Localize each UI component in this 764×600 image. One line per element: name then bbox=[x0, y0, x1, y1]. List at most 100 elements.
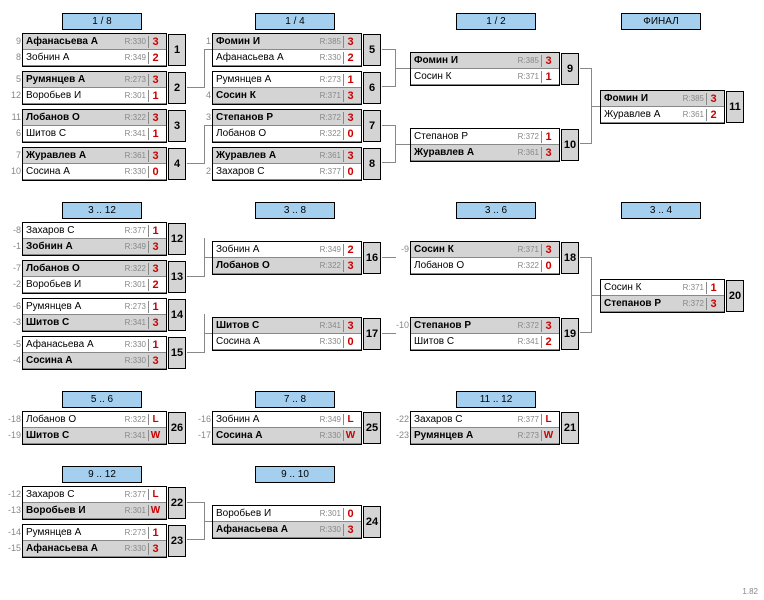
match-row: Сосина АR:3300 bbox=[23, 164, 166, 180]
match-row: Степанов РR:3723 bbox=[601, 296, 724, 312]
match-row: Афанасьева АR:3303 bbox=[23, 34, 166, 50]
bracket-connector bbox=[396, 144, 410, 145]
rating: R:361 bbox=[669, 110, 706, 119]
rating: R:330 bbox=[111, 544, 148, 553]
match: -16Зобнин АR:349L-17Сосина АR:330W25 bbox=[212, 411, 362, 445]
score: 3 bbox=[148, 112, 162, 124]
match-row: Журавлев АR:3613 bbox=[411, 145, 559, 161]
player-name: Воробьев И bbox=[23, 505, 111, 516]
rating: R:330 bbox=[111, 167, 148, 176]
player-name: Румянцев А bbox=[23, 74, 111, 85]
player-name: Лобанов О bbox=[213, 260, 306, 271]
score: L bbox=[343, 414, 357, 425]
match: -22Захаров СR:377L-23Румянцев АR:273W21 bbox=[410, 411, 560, 445]
rating: R:273 bbox=[111, 302, 148, 311]
rating: R:330 bbox=[111, 356, 148, 365]
score: 3 bbox=[343, 524, 357, 536]
seed: 2 bbox=[197, 166, 211, 176]
match-row: Лобанов ОR:3220 bbox=[411, 258, 559, 274]
match-row: Лобанов ОR:3223 bbox=[23, 261, 166, 277]
score: 0 bbox=[343, 336, 357, 348]
score: 3 bbox=[706, 298, 720, 310]
rating: R:322 bbox=[504, 261, 541, 270]
player-name: Лобанов О bbox=[411, 260, 504, 271]
bracket-connector bbox=[592, 295, 600, 296]
rating: R:385 bbox=[504, 56, 541, 65]
seed: 9 bbox=[7, 36, 21, 46]
match-row: Журавлев АR:3613 bbox=[23, 148, 166, 164]
score: W bbox=[343, 430, 357, 441]
player-name: Шитов С bbox=[411, 336, 504, 347]
match-number: 12 bbox=[168, 223, 186, 255]
score: 1 bbox=[541, 131, 555, 143]
player-name: Сосина А bbox=[23, 166, 111, 177]
match: Сосин КR:3711Степанов РR:372320 bbox=[600, 279, 725, 313]
match-row: Румянцев АR:2731 bbox=[23, 299, 166, 315]
score: W bbox=[148, 430, 162, 441]
seed: -6 bbox=[7, 301, 21, 311]
score: 2 bbox=[706, 109, 720, 121]
rating: R:273 bbox=[504, 431, 541, 440]
round-header: 1 / 8 bbox=[62, 13, 142, 30]
player-name: Фомин И bbox=[601, 93, 669, 104]
bracket-connector bbox=[187, 502, 205, 540]
player-name: Воробьев И bbox=[23, 90, 111, 101]
seed: -10 bbox=[395, 320, 409, 330]
score: 2 bbox=[343, 244, 357, 256]
player-name: Сосина А bbox=[213, 430, 306, 441]
player-name: Сосина А bbox=[23, 355, 111, 366]
rating: R:301 bbox=[306, 509, 343, 518]
score: L bbox=[148, 414, 162, 425]
player-name: Сосина А bbox=[213, 336, 306, 347]
bracket-connector bbox=[205, 49, 212, 50]
seed: 7 bbox=[7, 150, 21, 160]
rating: R:301 bbox=[111, 280, 148, 289]
match: -10Степанов РR:3723Шитов СR:341219 bbox=[410, 317, 560, 351]
match-row: Воробьев ИR:301W bbox=[23, 503, 166, 519]
seed: 8 bbox=[7, 52, 21, 62]
bracket-connector bbox=[187, 314, 205, 352]
match-row: Шитов СR:341W bbox=[23, 428, 166, 444]
rating: R:371 bbox=[669, 283, 706, 292]
match-row: Фомин ИR:3853 bbox=[213, 34, 361, 50]
match-row: Лобанов ОR:322L bbox=[23, 412, 166, 428]
score: 3 bbox=[148, 263, 162, 275]
player-name: Зобнин А bbox=[23, 241, 111, 252]
bracket-connector bbox=[187, 163, 205, 164]
player-name: Сосин К bbox=[213, 90, 306, 101]
rating: R:301 bbox=[111, 91, 148, 100]
rating: R:377 bbox=[504, 415, 541, 424]
rating: R:322 bbox=[111, 113, 148, 122]
match-row: Шитов СR:3413 bbox=[213, 318, 361, 334]
match-row: Сосина АR:3300 bbox=[213, 334, 361, 350]
rating: R:385 bbox=[669, 94, 706, 103]
match: 5Румянцев АR:273312Воробьев ИR:30112 bbox=[22, 71, 167, 105]
rating: R:377 bbox=[111, 490, 148, 499]
rating: R:361 bbox=[306, 151, 343, 160]
match-row: Степанов РR:3723 bbox=[213, 110, 361, 126]
match-number: 21 bbox=[561, 412, 579, 444]
match-row: Степанов РR:3723 bbox=[411, 318, 559, 334]
match: -5Афанасьева АR:3301-4Сосина АR:330315 bbox=[22, 336, 167, 370]
match: -9Сосин КR:3713Лобанов ОR:322018 bbox=[410, 241, 560, 275]
round-header: 1 / 2 bbox=[456, 13, 536, 30]
match-number: 10 bbox=[561, 129, 579, 161]
match-number: 11 bbox=[726, 91, 744, 123]
round-header: 3 .. 4 bbox=[621, 202, 701, 219]
match-row: Захаров СR:3771 bbox=[23, 223, 166, 239]
score: 3 bbox=[541, 147, 555, 159]
seed: 6 bbox=[7, 128, 21, 138]
seed: -7 bbox=[7, 263, 21, 273]
seed: -1 bbox=[7, 241, 21, 251]
seed: 3 bbox=[197, 112, 211, 122]
player-name: Сосин К bbox=[601, 282, 669, 293]
player-name: Афанасьева А bbox=[213, 524, 306, 535]
bracket-connector bbox=[592, 106, 600, 107]
match-row: Лобанов ОR:3220 bbox=[213, 126, 361, 142]
seed: -19 bbox=[7, 430, 21, 440]
bracket-connector bbox=[187, 87, 205, 88]
rating: R:341 bbox=[306, 321, 343, 330]
match-row: Сосина АR:3303 bbox=[23, 353, 166, 369]
player-name: Румянцев А bbox=[23, 527, 111, 538]
bracket-connector bbox=[205, 333, 212, 334]
